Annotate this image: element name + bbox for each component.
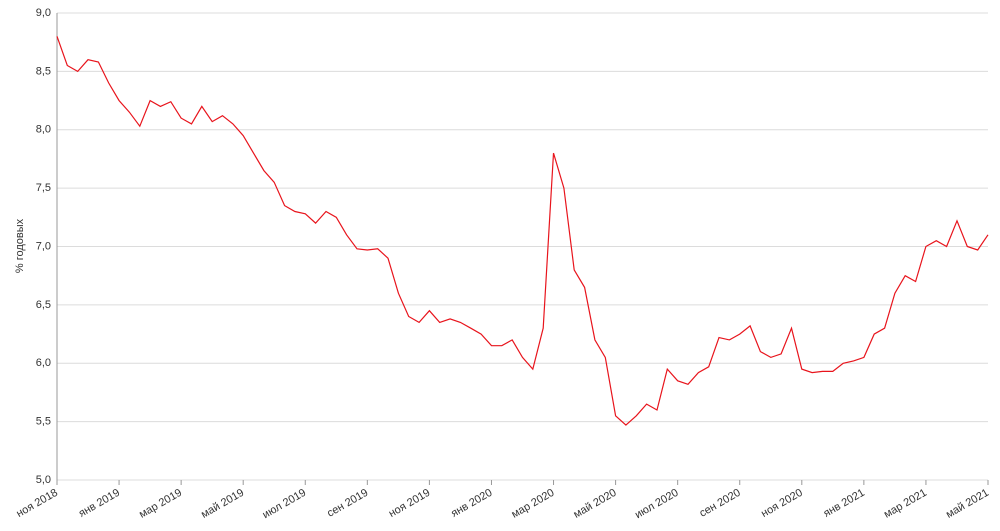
x-tick-label: май 2021 (944, 487, 991, 521)
x-tick-label: июл 2020 (633, 487, 681, 521)
y-tick-label: 7,0 (36, 240, 51, 252)
x-tick-label: мар 2020 (509, 487, 556, 521)
x-tick-label: май 2019 (199, 487, 246, 521)
y-tick-label: 8,0 (36, 124, 51, 136)
y-tick-label: 6,0 (36, 357, 51, 369)
x-tick-label: май 2020 (572, 487, 619, 521)
x-tick-label: ноя 2018 (14, 487, 60, 520)
x-tick-label: ноя 2020 (759, 487, 805, 520)
y-axis-label: % годовых (14, 218, 26, 273)
x-tick-label: июл 2019 (261, 487, 309, 521)
x-tick-label: сен 2019 (325, 487, 370, 520)
x-tick-label: ноя 2019 (387, 487, 433, 520)
x-tick-label: мар 2019 (137, 487, 184, 521)
y-tick-label: 5,5 (36, 416, 51, 428)
y-tick-label: 6,5 (36, 299, 51, 311)
y-tick-label: 9,0 (36, 7, 51, 19)
x-tick-label: янв 2021 (821, 487, 866, 520)
x-tick-label: мар 2021 (882, 487, 929, 521)
x-tick-label: янв 2020 (449, 487, 494, 520)
y-tick-label: 5,0 (36, 474, 51, 486)
y-tick-label: 8,5 (36, 65, 51, 77)
x-tick-label: янв 2019 (77, 487, 122, 520)
data-line (56, 36, 989, 426)
y-tick-label: 7,5 (36, 182, 51, 194)
x-tick-label: сен 2020 (698, 487, 743, 520)
